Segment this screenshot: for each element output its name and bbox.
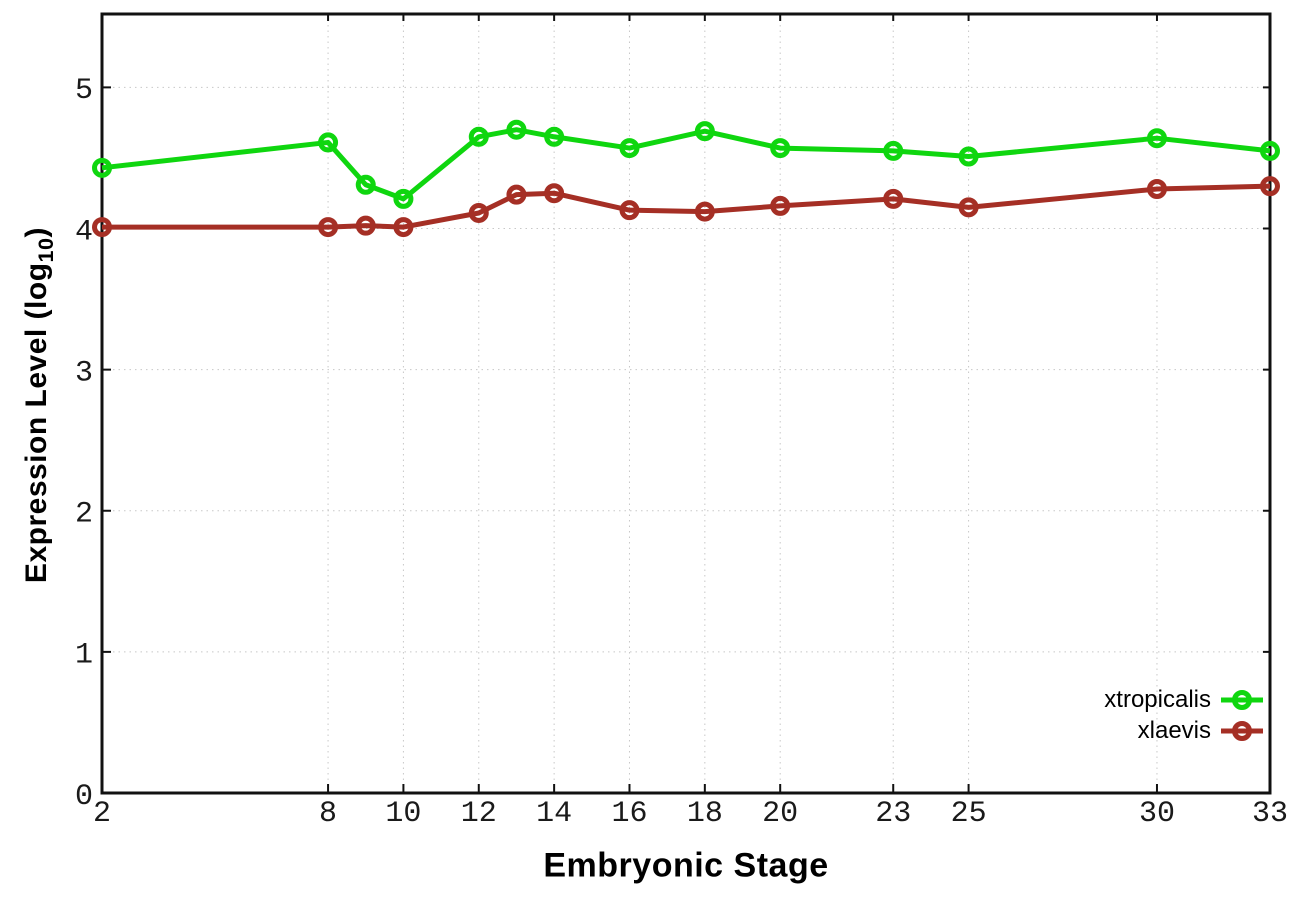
svg-text:10: 10: [385, 797, 421, 831]
x-tick-labels: 2 8 10 12 14 16 18 20 23 25 30 33: [93, 797, 1288, 831]
series-xtropicalis: [92, 119, 1280, 209]
series-xtropicalis-marker: [355, 174, 376, 195]
legend-marker-xlaevis-icon: [1221, 720, 1263, 741]
series-xlaevis-marker: [694, 201, 715, 222]
series-xlaevis-line: [102, 183, 1271, 230]
series-xlaevis-marker: [544, 183, 565, 204]
series-xtropicalis-marker: [318, 132, 339, 153]
series-xtropicalis-marker: [393, 188, 414, 209]
y-axis-title: Expression Level (log10): [20, 226, 58, 584]
svg-text:1: 1: [75, 639, 93, 673]
series-xtropicalis-marker: [1146, 128, 1167, 149]
series-xtropicalis-marker: [694, 121, 715, 142]
svg-text:0: 0: [75, 780, 93, 814]
series-xtropicalis-marker: [883, 140, 904, 161]
svg-text:3: 3: [75, 356, 93, 390]
y-axis-title-subscript: 10: [33, 237, 58, 263]
legend: xtropicalis xlaevis: [1104, 684, 1264, 746]
svg-text:33: 33: [1252, 797, 1288, 831]
series-xtropicalis-marker: [958, 146, 979, 167]
series-xlaevis-marker: [883, 188, 904, 209]
series-xlaevis-marker: [619, 200, 640, 221]
legend-marker-xtropicalis-icon: [1221, 689, 1263, 710]
series-xlaevis-marker: [1260, 176, 1280, 197]
tick-marks: [101, 14, 1271, 794]
series-xtropicalis-marker: [619, 138, 640, 159]
legend-label-xlaevis: xlaevis: [1137, 716, 1211, 744]
series-xlaevis-marker: [506, 184, 527, 205]
series-xlaevis-marker: [355, 215, 376, 236]
series-xlaevis-marker: [92, 217, 112, 238]
plot-border: [100, 12, 1272, 795]
y-axis-title-text: Expression Level (log: [20, 262, 53, 584]
series-xlaevis-marker: [770, 195, 791, 216]
series-xtropicalis-marker: [506, 119, 527, 140]
series-xlaevis-marker: [1146, 178, 1167, 199]
series-xtropicalis-marker: [544, 126, 565, 147]
series-xtropicalis-line: [101, 127, 1271, 202]
svg-text:20: 20: [762, 797, 798, 831]
series-xlaevis-marker: [468, 202, 489, 223]
svg-text:4: 4: [75, 215, 93, 249]
legend-item-xtropicalis: xtropicalis: [1104, 684, 1264, 715]
series-xlaevis-marker: [318, 217, 339, 238]
svg-text:25: 25: [951, 797, 987, 831]
svg-text:16: 16: [611, 797, 647, 831]
series-xtropicalis-marker: [1260, 140, 1280, 161]
svg-text:5: 5: [75, 74, 93, 108]
svg-text:23: 23: [875, 797, 911, 831]
svg-text:8: 8: [319, 797, 337, 831]
svg-text:2: 2: [75, 498, 93, 532]
svg-text:2: 2: [93, 797, 111, 831]
series-xtropicalis-marker: [92, 157, 112, 178]
svg-text:30: 30: [1139, 797, 1175, 831]
svg-text:14: 14: [536, 797, 572, 831]
svg-text:12: 12: [461, 797, 497, 831]
series-xtropicalis-marker: [468, 126, 489, 147]
y-tick-labels: 0 1 2 3 4 5: [75, 74, 93, 814]
svg-text:18: 18: [687, 797, 723, 831]
series-xlaevis: [92, 176, 1280, 238]
series-xtropicalis-marker: [770, 138, 791, 159]
y-axis-title-suffix: ): [20, 226, 53, 238]
x-axis-title: Embryonic Stage: [543, 846, 829, 885]
series-xlaevis-marker: [958, 197, 979, 218]
series-xlaevis-marker: [393, 217, 414, 238]
gridlines: [101, 14, 1271, 794]
legend-item-xlaevis: xlaevis: [1104, 715, 1264, 746]
legend-label-xtropicalis: xtropicalis: [1104, 685, 1211, 713]
